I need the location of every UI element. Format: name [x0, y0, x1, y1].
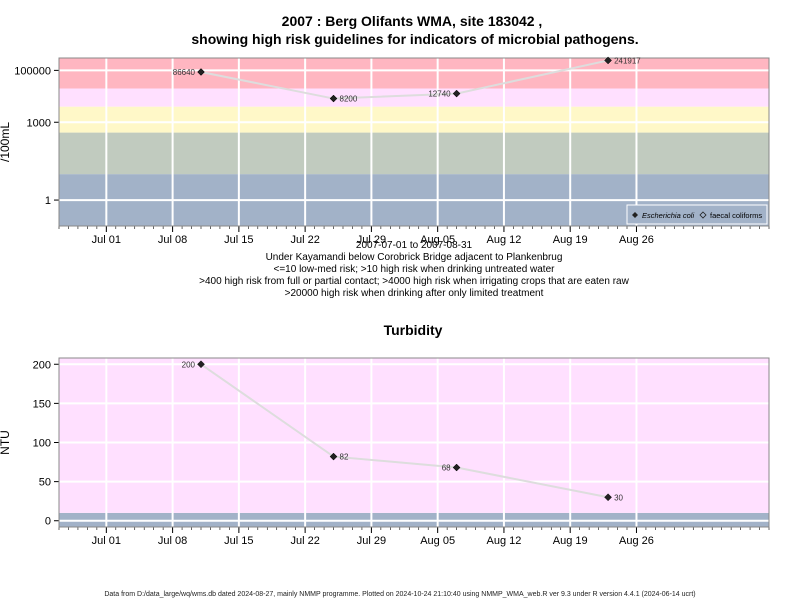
micro-band-4: [59, 58, 769, 89]
turbidity-xtick-label-1: Jul 08: [158, 535, 187, 547]
micro-frame: [58, 57, 770, 227]
micro-band-3: [59, 88, 769, 107]
turbidity-point-1: [329, 452, 338, 461]
micro-ytick-label-1: 1000: [27, 117, 51, 129]
legend-label-ecoli: Escherichia coli: [642, 211, 694, 220]
turbidity-point-label-1: 82: [340, 453, 349, 462]
turbidity-series-line-0: [200, 363, 609, 499]
micro-ytick-label-2: 100000: [14, 65, 51, 77]
note-line-1: Under Kayamandi below Corobrick Bridge a…: [266, 252, 563, 263]
turbidity-point-label-0: 200: [182, 360, 196, 369]
micro-xtick-label-7: Aug 19: [553, 234, 588, 246]
note-line-4: >20000 high risk when drinking after onl…: [285, 288, 544, 299]
micro-point-2: [452, 89, 461, 98]
micro-point-label-3: 241917: [614, 56, 641, 65]
micro-point-label-0: 86640: [173, 68, 196, 77]
microbial-panel: 1 1000 100000 Jul 01 Jul 08 Jul 15 Jul 22 Jul 2…: [0, 56, 770, 299]
turbidity-xtick-label-2: Jul 15: [224, 535, 253, 547]
micro-xtick-label-3: Jul 22: [290, 234, 319, 246]
note-line-2: <=10 low-med risk; >10 high risk when dr…: [274, 264, 556, 275]
turbidity-point-label-3: 30: [614, 493, 623, 502]
micro-xtick-label-1: Jul 08: [158, 234, 187, 246]
micro-band-2: [59, 106, 769, 133]
turbidity-xtick-label-5: Aug 05: [420, 535, 455, 547]
micro-xtick-label-0: Jul 01: [92, 234, 121, 246]
turbidity-xtick-label-4: Jul 29: [357, 535, 386, 547]
note-line-3: >400 high risk from full or partial cont…: [199, 276, 629, 287]
legend-marker-faecal: [699, 211, 707, 219]
turbidity-point-2: [452, 463, 461, 472]
micro-ylabel: /100mL: [0, 122, 12, 162]
note-line-0: 2007-07-01 to 2007-08-31: [356, 240, 473, 251]
turbidity-xtick-label-3: Jul 22: [290, 535, 319, 547]
turbidity-ytick-label-1: 50: [39, 477, 51, 489]
turbidity-point-3: [604, 493, 612, 502]
chart-title: 2007 : Berg Olifants WMA, site 183042 ,: [282, 13, 543, 29]
turbidity-xtick-label-8: Aug 26: [619, 535, 654, 547]
micro-point-3: [604, 56, 612, 65]
turbidity-ytick-label-0: 0: [45, 516, 51, 528]
turbidity-frame: [58, 357, 770, 528]
footer-note: Data from D:/data_large/wq/wms.db dated …: [104, 591, 695, 598]
turbidity-title: Turbidity: [384, 322, 443, 338]
legend-box: [626, 204, 768, 225]
micro-point-1: [329, 94, 338, 103]
micro-point-label-2: 12740: [428, 90, 451, 99]
turbidity-ytick-label-3: 150: [33, 398, 51, 410]
chart-subtitle: showing high risk guidelines for indicat…: [191, 31, 638, 47]
turbidity-panel: 0 50 100 150 200 Jul 01 Jul 08 Jul 15 Jul 22 Jul …: [0, 357, 770, 547]
turbidity-xtick-label-6: Aug 12: [486, 535, 521, 547]
micro-point-0: [197, 68, 205, 76]
micro-series-line-0: [200, 59, 609, 100]
turbidity-point-label-2: 68: [442, 464, 451, 473]
turbidity-ytick-label-2: 100: [33, 438, 51, 450]
legend-marker-ecoli: [632, 212, 638, 218]
micro-xtick-label-2: Jul 15: [224, 234, 253, 246]
micro-point-label-1: 8200: [340, 95, 358, 104]
micro-xtick-label-8: Aug 26: [619, 234, 654, 246]
micro-ytick-label-0: 1: [45, 195, 51, 207]
legend: Escherichia coli faecal coliforms: [626, 204, 768, 225]
micro-xtick-label-4: Jul 29: [357, 234, 386, 246]
turbidity-xtick-label-7: Aug 19: [553, 535, 588, 547]
micro-band-1: [59, 132, 769, 175]
micro-xtick-label-6: Aug 12: [486, 234, 521, 246]
micro-xtick-label-5: Aug 05: [420, 234, 455, 246]
turbidity-ylabel: NTU: [0, 430, 12, 455]
turbidity-ytick-label-4: 200: [33, 359, 51, 371]
turbidity-xtick-label-0: Jul 01: [92, 535, 121, 547]
legend-label-faecal: faecal coliforms: [710, 211, 762, 220]
turbidity-point-0: [197, 360, 205, 369]
turbidity-band-1: [59, 358, 769, 513]
